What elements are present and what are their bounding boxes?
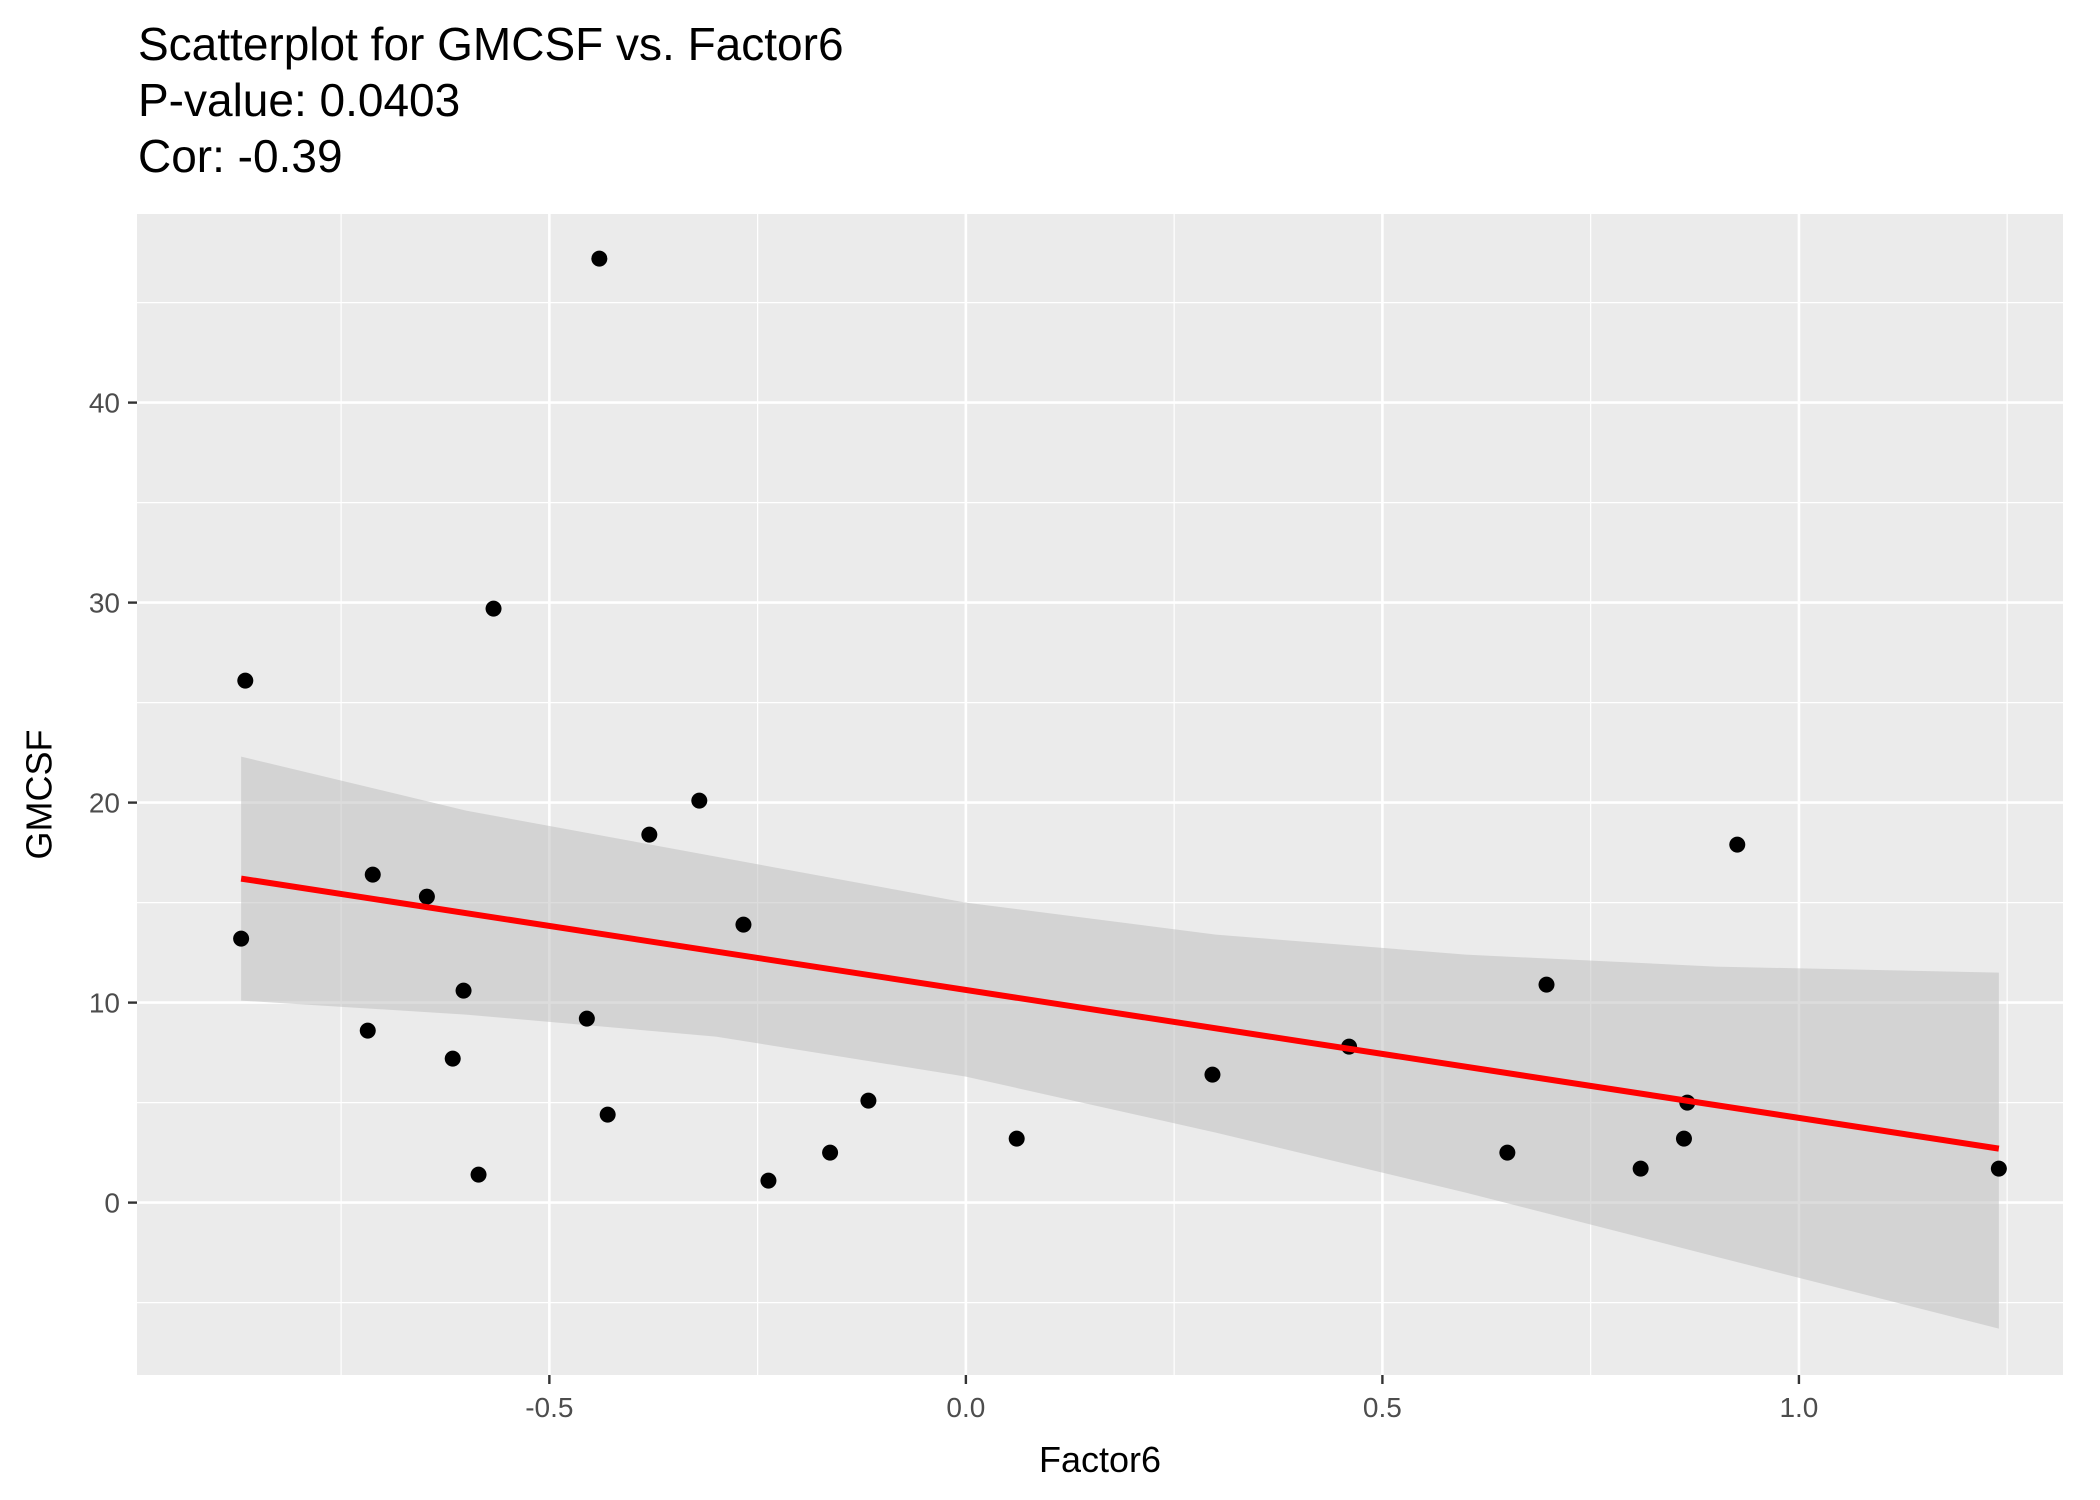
y-tick-label: 20 [89,788,120,819]
data-point [470,1166,487,1183]
x-tick-label: 0.0 [946,1392,985,1423]
title-line-1: Scatterplot for GMCSF vs. Factor6 [138,18,844,70]
y-tick-label: 30 [89,588,120,619]
data-point [1729,836,1746,853]
x-tick-label: -0.5 [525,1392,573,1423]
title-line-2-p-value: P-value: 0.0403 [138,74,461,126]
data-point [359,1022,376,1039]
data-point [1499,1144,1516,1161]
data-point [822,1144,839,1161]
data-point [735,916,752,933]
data-point [1990,1160,2007,1177]
data-points [233,250,2007,1189]
data-point [233,930,250,947]
chart-title: Scatterplot for GMCSF vs. Factor6 P-valu… [138,16,844,184]
data-point [364,866,381,883]
data-point [860,1092,877,1109]
data-point [760,1172,777,1189]
data-point [1204,1066,1221,1083]
x-tick-label: 1.0 [1779,1392,1818,1423]
regression-line [240,875,2000,1152]
y-axis-title: GMCSF [19,730,60,860]
data-point [1675,1130,1692,1147]
y-tick-label: 10 [89,988,120,1019]
data-point [691,792,708,809]
data-point [1632,1160,1649,1177]
data-point [455,982,472,999]
data-point [641,826,658,843]
x-tick-label: 0.5 [1363,1392,1402,1423]
confidence-band [241,756,1999,1329]
x-axis-title: Factor6 [1039,1439,1161,1480]
data-point [599,1106,616,1123]
x-axis: -0.5 0.0 0.5 1.0 [525,1375,1818,1423]
data-point [1538,976,1555,993]
data-point [418,888,435,905]
data-point [1008,1130,1025,1147]
y-tick-label: 40 [89,388,120,419]
y-axis: 0 10 20 30 40 [89,388,137,1219]
data-point [485,600,502,617]
data-point [578,1010,595,1027]
data-point [591,250,608,267]
y-tick-label: 0 [104,1188,120,1219]
data-point [237,672,254,689]
title-line-3-correlation: Cor: -0.39 [138,130,343,182]
data-point [444,1050,461,1067]
